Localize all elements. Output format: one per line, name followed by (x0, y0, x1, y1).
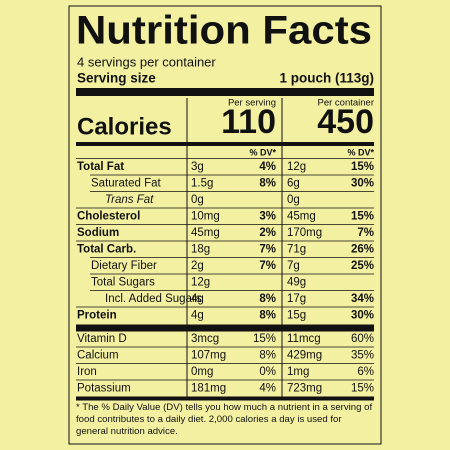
nutrient-name: Total Carb. (77, 244, 136, 256)
container-amount: 7g (287, 260, 300, 272)
container-amount: 71g (287, 244, 306, 256)
container-dv: 26% (351, 244, 374, 256)
nutrient-name: Cholesterol (77, 211, 140, 223)
container-dv: 60% (351, 333, 374, 345)
nutrient-name: Total Sugars (91, 277, 155, 289)
serving-amount: 0g (191, 194, 204, 206)
calories-label: Calories (77, 113, 172, 140)
nutrient-name: Dietary Fiber (91, 260, 157, 272)
medium-rule (76, 142, 374, 146)
container-dv: 15% (351, 383, 374, 395)
container-amount: 12g (287, 161, 306, 173)
dv-header: % DV* (249, 147, 276, 157)
medium-rule (76, 396, 374, 401)
calories-serving: 110 (221, 103, 276, 141)
nutrient-name: Total Fat (77, 161, 124, 173)
container-amount: 1mg (287, 366, 309, 378)
serving-amount: 4g (191, 310, 204, 322)
nutrient-name: Calcium (77, 350, 119, 362)
thick-rule (76, 88, 374, 96)
calories-container: 450 (317, 103, 374, 141)
title: Nutrition Facts (76, 9, 372, 53)
container-dv: 7% (357, 227, 374, 239)
nutrient-name: Trans Fat (105, 194, 154, 206)
label-border (68, 5, 382, 445)
container-dv: 30% (351, 178, 374, 190)
serving-amount: 4g (191, 293, 204, 305)
serving-amount: 2g (191, 260, 204, 272)
serving-dv: 7% (259, 244, 276, 256)
serving-amount: 12g (191, 277, 210, 289)
container-dv: 15% (351, 211, 374, 223)
serving-dv: 8% (259, 310, 276, 322)
serving-dv: 8% (259, 178, 276, 190)
serving-dv: 8% (259, 293, 276, 305)
serving-amount: 3mcg (191, 333, 219, 345)
container-dv: 6% (357, 366, 374, 378)
container-dv: 34% (351, 293, 374, 305)
serving-amount: 10mg (191, 211, 220, 223)
container-dv: 30% (351, 310, 374, 322)
column-header: Per serving (228, 98, 276, 109)
nutrient-name: Incl. Added Sugars (105, 293, 202, 305)
serving-dv: 15% (253, 333, 276, 345)
serving-dv: 4% (259, 161, 276, 173)
serving-dv: 2% (259, 227, 276, 239)
container-amount: 11mcg (287, 333, 321, 345)
thick-rule (76, 324, 374, 332)
nutrient-name: Saturated Fat (91, 178, 161, 190)
serving-amount: 45mg (191, 227, 220, 239)
container-amount: 49g (287, 277, 306, 289)
container-dv: 15% (351, 161, 374, 173)
container-dv: 25% (351, 260, 374, 272)
container-amount: 6g (287, 178, 300, 190)
container-amount: 0g (287, 194, 300, 206)
serving-amount: 107mg (191, 350, 226, 362)
container-amount: 45mg (287, 211, 316, 223)
servings: 4 servings per container (77, 54, 216, 69)
serving-dv: 3% (259, 211, 276, 223)
serving-amount: 0mg (191, 366, 213, 378)
footnote: * The % Daily Value (DV) tells you how m… (76, 402, 373, 437)
serving-dv: 8% (259, 350, 276, 362)
serving-amount: 1.5g (191, 178, 213, 190)
serving-dv: 4% (259, 383, 276, 395)
container-amount: 17g (287, 293, 306, 305)
column-header: Per container (317, 98, 374, 109)
container-dv: 35% (351, 350, 374, 362)
nutrient-name: Protein (77, 310, 117, 322)
serving-amount: 3g (191, 161, 204, 173)
serving-dv: 0% (259, 366, 276, 378)
serving-dv: 7% (259, 260, 276, 272)
nutrient-name: Vitamin D (77, 333, 127, 345)
container-amount: 429mg (287, 350, 322, 362)
container-amount: 723mg (287, 383, 322, 395)
container-amount: 170mg (287, 227, 322, 239)
dv-header: % DV* (347, 147, 374, 157)
container-amount: 15g (287, 310, 306, 322)
serving-size-label: Serving size (77, 71, 156, 86)
serving-size-value: 1 pouch (113g) (279, 71, 374, 86)
nutrient-name: Iron (77, 366, 97, 378)
nutrient-name: Potassium (77, 383, 131, 395)
nutrient-name: Sodium (77, 227, 119, 239)
serving-amount: 181mg (191, 383, 226, 395)
serving-amount: 18g (191, 244, 210, 256)
